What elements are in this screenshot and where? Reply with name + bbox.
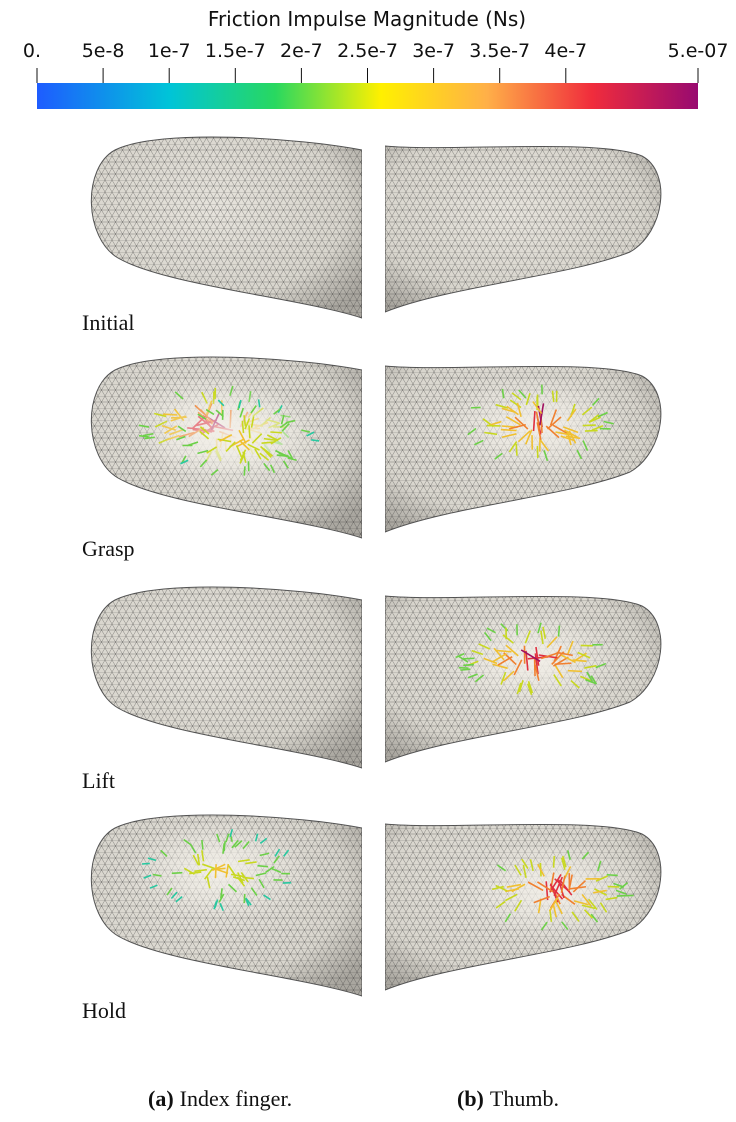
finger-mesh	[385, 146, 661, 312]
row-label: Initial	[82, 310, 135, 335]
row-label: Hold	[82, 998, 126, 1023]
tick-label: 1.5e-7	[205, 40, 266, 62]
colorbar-ticks: 0. 5e-8 1e-7 1.5e-7 2e-7 2.5e-7 3e-7 3.5e-7 4e-7…	[23, 40, 729, 83]
tick-label: 5.e-07	[668, 40, 729, 62]
finger-mesh	[91, 587, 362, 768]
vector-arrow	[202, 840, 203, 850]
row-label: Grasp	[82, 536, 135, 561]
finger-mesh	[91, 137, 362, 318]
vector-arrow	[555, 663, 572, 664]
caption-b: (b)Thumb.	[457, 1086, 559, 1111]
vector-arrow	[583, 425, 596, 426]
vector-arrow	[244, 466, 245, 475]
caption-a: (a)Index finger.	[148, 1086, 292, 1111]
tick-label: 4e-7	[544, 40, 587, 62]
caption-tag: (a)	[148, 1086, 174, 1111]
vector-arrow	[249, 425, 250, 438]
tick-label: 2e-7	[280, 40, 323, 62]
caption-text: Thumb.	[490, 1086, 559, 1111]
vector-arrow	[558, 626, 559, 637]
vector-arrow	[215, 864, 216, 878]
vector-arrow	[270, 432, 282, 433]
vector-arrow	[464, 658, 475, 659]
vector-arrow	[460, 669, 470, 670]
tick-label: 3.5e-7	[469, 40, 530, 62]
vector-arrow	[242, 421, 243, 433]
vector-arrow	[257, 866, 268, 867]
caption-text: Index finger.	[180, 1086, 292, 1111]
tick-label: 5e-8	[82, 40, 125, 62]
tick-label: 1e-7	[148, 40, 191, 62]
vector-arrow	[224, 841, 225, 851]
figure: Friction Impulse Magnitude (Ns) 0. 5e-8 1e…	[0, 0, 736, 1122]
vector-arrow	[172, 873, 183, 874]
row-label: Lift	[82, 768, 115, 793]
vector-arrow	[142, 863, 150, 864]
tick-label: 3e-7	[412, 40, 455, 62]
colorbar-title: Friction Impulse Magnitude (Ns)	[208, 7, 526, 31]
vector-arrow	[568, 671, 582, 672]
vector-arrow	[501, 430, 517, 431]
gap	[362, 130, 385, 1030]
vector-arrow	[607, 875, 618, 876]
vector-arrow	[463, 665, 474, 666]
caption-tag: (b)	[457, 1086, 484, 1111]
vector-arrow	[516, 444, 517, 456]
tick-label: 0.	[23, 40, 41, 62]
colorbar	[37, 83, 698, 109]
tick-label: 2.5e-7	[337, 40, 398, 62]
vector-arrow	[244, 894, 245, 903]
vector-arrow	[554, 856, 555, 868]
